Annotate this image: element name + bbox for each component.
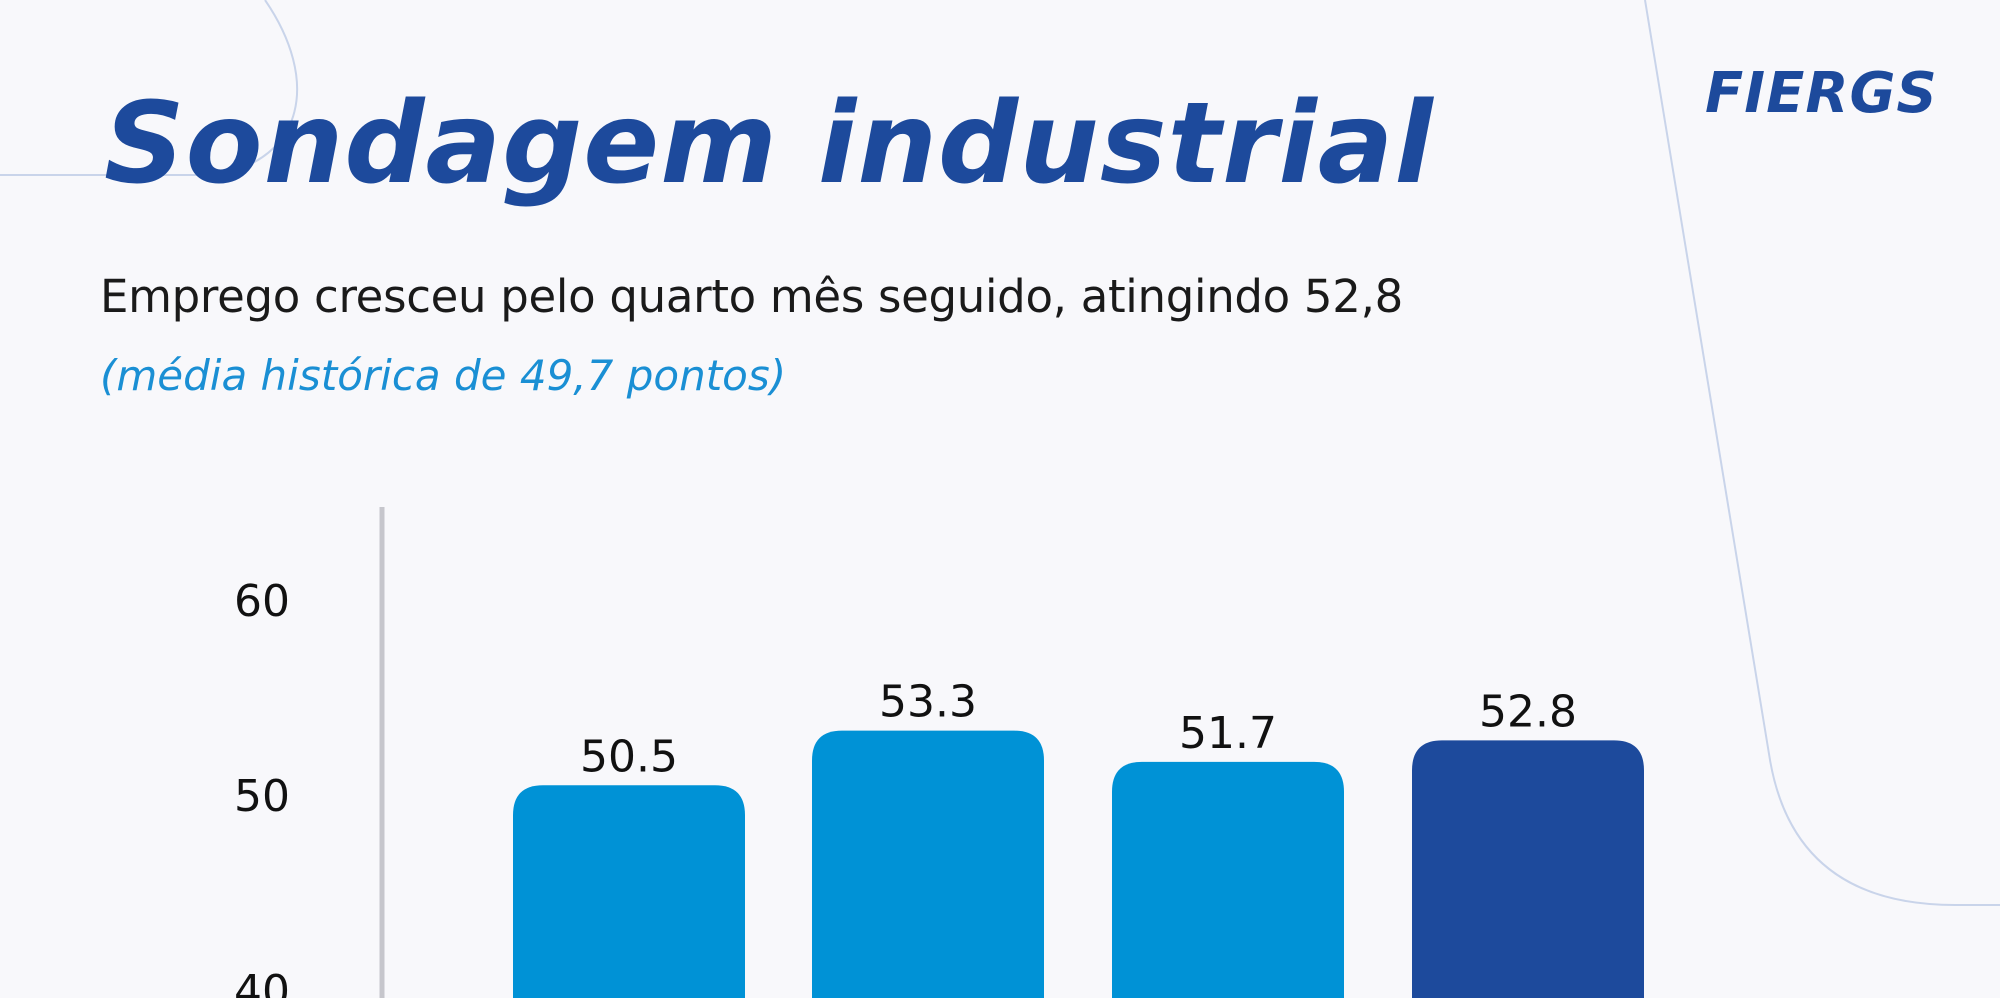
bar-1 — [513, 785, 745, 998]
decor-curve-left — [0, 0, 298, 176]
historical-average-note: (média histórica de 49,7 pontos) — [100, 351, 787, 400]
bar-value-label-3: 51.7 — [1179, 708, 1277, 759]
bar-value-label-1: 50.5 — [580, 731, 678, 782]
decor-curve-right — [1644, 0, 2000, 906]
bar-value-label-2: 53.3 — [879, 677, 977, 728]
y-tick-label: 50 — [234, 771, 290, 822]
bar-value-label-4: 52.8 — [1479, 686, 1577, 737]
bar-3 — [1112, 761, 1344, 998]
y-tick-label: 60 — [234, 576, 290, 627]
chart-subtitle: Emprego cresceu pelo quarto mês seguido,… — [100, 270, 1403, 323]
y-tick-label: 40 — [234, 966, 290, 998]
bar-2 — [812, 730, 1044, 998]
page-title: Sondagem industrial — [104, 79, 1434, 209]
bar-4 — [1412, 740, 1644, 998]
fiergs-logo: FIERGS — [1705, 61, 1938, 126]
